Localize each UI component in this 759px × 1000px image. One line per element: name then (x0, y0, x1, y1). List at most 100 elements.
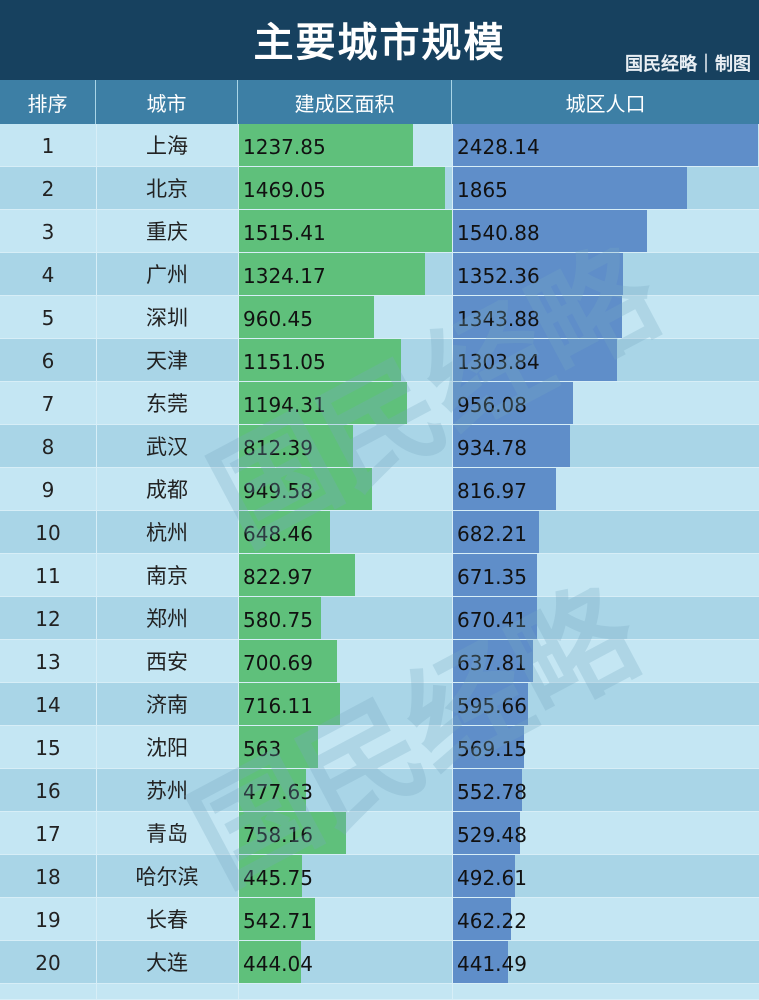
area-bar (239, 640, 338, 682)
population-bar (453, 683, 528, 725)
rank-cell: 4 (41, 263, 55, 287)
table-row: 15 沈阳 563 569.15 (0, 726, 759, 769)
table-row: 7 东莞 1194.31 956.08 (0, 382, 759, 425)
area-bar (239, 425, 354, 467)
population-value-label: 1540.88 (457, 221, 540, 245)
rank-cell: 9 (41, 478, 55, 502)
column-header-area: 建成区面积 (238, 80, 452, 124)
area-bar (239, 554, 355, 596)
rank-cell: 6 (41, 349, 55, 373)
table-row: 6 天津 1151.05 1303.84 (0, 339, 759, 382)
city-cell: 苏州 (146, 779, 188, 803)
population-value-label: 682.21 (457, 522, 527, 546)
population-bar (453, 898, 512, 940)
table-row: 9 成都 949.58 816.97 (0, 468, 759, 511)
population-bar (453, 554, 538, 596)
population-bar (453, 941, 509, 983)
table-row: 13 西安 700.69 637.81 (0, 640, 759, 683)
chart-title: 主要城市规模 (253, 20, 506, 66)
area-bar (239, 382, 407, 424)
table-row: 16 苏州 477.63 552.78 (0, 769, 759, 812)
table-row: 17 青岛 758.16 529.48 (0, 812, 759, 855)
city-cell: 青岛 (146, 822, 188, 846)
area-bar (239, 769, 307, 811)
table-row: 1 上海 1237.85 2428.14 (0, 124, 759, 167)
rank-cell: 19 (35, 908, 61, 932)
table-row: 20 大连 444.04 441.49 (0, 941, 759, 984)
table-row: 14 济南 716.11 595.66 (0, 683, 759, 726)
area-value-label: 1237.85 (243, 135, 326, 159)
rank-cell: 8 (41, 435, 55, 459)
area-bar (239, 898, 316, 940)
rank-cell: 17 (35, 822, 61, 846)
area-bar (239, 511, 331, 553)
area-value-label: 542.71 (243, 909, 313, 933)
population-value-label: 671.35 (457, 565, 527, 589)
population-value-label: 552.78 (457, 780, 527, 804)
city-cell: 重庆 (146, 220, 188, 244)
city-cell: 深圳 (146, 306, 188, 330)
area-value-label: 812.39 (243, 436, 313, 460)
population-value-label: 441.49 (457, 952, 527, 976)
city-cell: 大连 (146, 951, 188, 975)
population-value-label: 2428.14 (457, 135, 540, 159)
table-row: 19 长春 542.71 462.22 (0, 898, 759, 941)
population-value-label: 1352.36 (457, 264, 540, 288)
area-value-label: 822.97 (243, 565, 313, 589)
population-bar (453, 210, 647, 252)
population-value-label: 1303.84 (457, 350, 540, 374)
city-cell: 南京 (146, 564, 188, 588)
table-row: 18 哈尔滨 445.75 492.61 (0, 855, 759, 898)
area-value-label: 949.58 (243, 479, 313, 503)
rank-cell: 3 (41, 220, 55, 244)
column-header-city: 城市 (96, 80, 238, 124)
population-bar (453, 511, 539, 553)
population-value-label: 956.08 (457, 393, 527, 417)
population-value-label: 670.41 (457, 608, 527, 632)
area-value-label: 1194.31 (243, 393, 326, 417)
rank-cell: 1 (41, 134, 55, 158)
area-bar (239, 941, 302, 983)
city-cell: 成都 (146, 478, 188, 502)
population-bar (453, 468, 556, 510)
population-bar (453, 812, 520, 854)
population-value-label: 462.22 (457, 909, 527, 933)
population-bar (453, 425, 571, 467)
table-row-partial (0, 984, 759, 1000)
population-value-label: 1865 (457, 178, 508, 202)
population-bar (453, 339, 617, 381)
area-value-label: 1324.17 (243, 264, 326, 288)
area-value-label: 444.04 (243, 952, 313, 976)
city-cell: 广州 (146, 263, 188, 287)
rank-cell: 12 (35, 607, 61, 631)
rank-cell: 5 (41, 306, 55, 330)
city-cell: 武汉 (146, 435, 188, 459)
city-cell: 沈阳 (146, 736, 188, 760)
column-header-rank: 排序 (0, 80, 96, 124)
area-value-label: 580.75 (243, 608, 313, 632)
city-cell: 上海 (146, 134, 188, 158)
population-bar (453, 124, 758, 166)
area-bar (239, 339, 401, 381)
city-cell: 西安 (146, 650, 188, 674)
table-row: 10 杭州 648.46 682.21 (0, 511, 759, 554)
population-value-label: 569.15 (457, 737, 527, 761)
area-value-label: 758.16 (243, 823, 313, 847)
rank-cell: 20 (35, 951, 61, 975)
area-bar (239, 296, 374, 338)
city-cell: 北京 (146, 177, 188, 201)
table-row: 8 武汉 812.39 934.78 (0, 425, 759, 468)
area-value-label: 477.63 (243, 780, 313, 804)
chart-header: 主要城市规模 国民经略｜制图 (0, 0, 759, 80)
city-cell: 天津 (146, 349, 188, 373)
area-bar (239, 468, 373, 510)
population-bar (453, 769, 523, 811)
area-bar (239, 726, 319, 768)
table-row: 11 南京 822.97 671.35 (0, 554, 759, 597)
population-bar (453, 640, 534, 682)
area-value-label: 700.69 (243, 651, 313, 675)
population-bar (453, 855, 515, 897)
population-bar (453, 296, 622, 338)
rank-cell: 2 (41, 177, 55, 201)
area-value-label: 445.75 (243, 866, 313, 890)
